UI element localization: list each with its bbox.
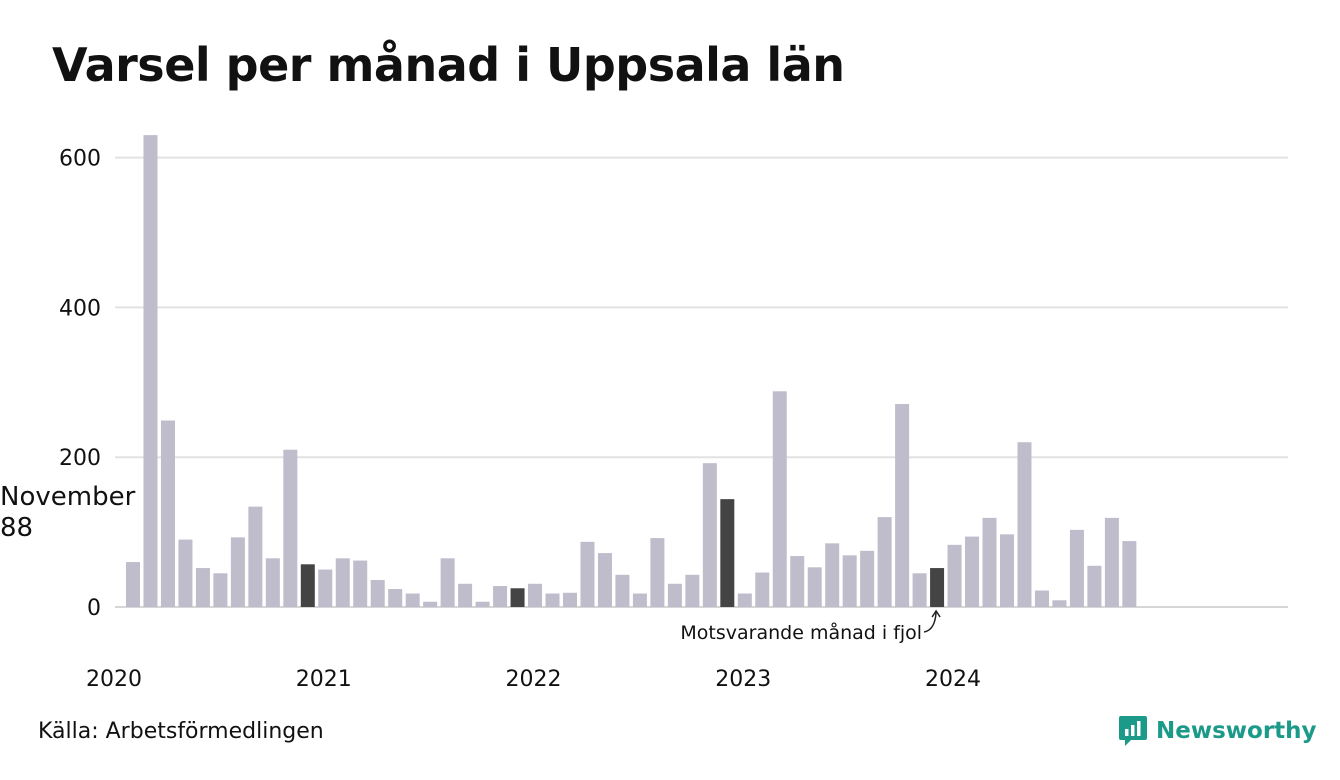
previous-year-arrow (923, 611, 937, 633)
previous-year-label: Motsvarande månad i fjol (680, 621, 922, 644)
bar (545, 593, 560, 607)
bar (563, 592, 577, 607)
y-tick-label: 400 (59, 296, 101, 321)
bar (930, 568, 945, 607)
x-tick-label: 2023 (715, 667, 771, 692)
bar (248, 506, 263, 607)
bar (283, 449, 298, 607)
bar (877, 517, 892, 607)
bar-chart: 0 200 400 600 2020 2021 2022 2023 2024 November… (0, 135, 1288, 692)
bar (947, 544, 962, 607)
bar (1087, 565, 1102, 607)
bar (1104, 517, 1119, 607)
bar (772, 391, 787, 607)
bar (597, 553, 612, 607)
bar (143, 135, 158, 607)
bar (1069, 529, 1084, 607)
bar (195, 568, 210, 607)
bar (475, 601, 490, 607)
current-month-value: 88 (0, 513, 33, 543)
bar (265, 558, 280, 607)
x-tick-label: 2021 (296, 667, 352, 692)
bar (335, 558, 350, 607)
bar (510, 588, 525, 607)
x-tick-label: 2024 (925, 667, 981, 692)
bar (615, 574, 630, 607)
bar (580, 541, 595, 607)
bar (702, 463, 717, 607)
bar (912, 573, 927, 607)
bar (318, 569, 333, 607)
bar (650, 538, 665, 607)
chart-title: Varsel per månad i Uppsala län (52, 38, 845, 92)
bar (230, 537, 245, 607)
bar (160, 420, 175, 607)
bar (632, 593, 647, 607)
brand-name: Newsworthy (1156, 718, 1317, 744)
bar (178, 539, 193, 607)
bar (370, 580, 385, 607)
current-month-label: November (0, 482, 136, 512)
y-tick-label: 600 (59, 147, 101, 172)
bar (860, 550, 875, 607)
bar (440, 558, 455, 607)
x-axis-labels: 2020 2021 2022 2023 2024 (86, 667, 981, 692)
bar (300, 564, 315, 607)
newsworthy-logo-icon (1119, 716, 1147, 746)
bar (1122, 541, 1137, 607)
bar (842, 555, 857, 607)
bar (685, 574, 700, 607)
x-tick-label: 2022 (506, 667, 562, 692)
bar (1034, 590, 1049, 607)
bar (825, 543, 840, 607)
source-note: Källa: Arbetsförmedlingen (38, 719, 324, 744)
y-tick-label: 0 (87, 596, 101, 621)
bar (755, 572, 770, 607)
bar (458, 583, 473, 607)
bar (126, 562, 140, 607)
bar (493, 586, 508, 607)
bar (965, 536, 980, 607)
bar (353, 560, 368, 607)
y-axis-ticks: 0 200 400 600 (59, 147, 101, 621)
bar (405, 593, 420, 607)
bar (737, 593, 752, 607)
bar (1052, 600, 1067, 607)
previous-year-arrowhead (931, 609, 941, 618)
bar (1017, 442, 1032, 607)
bar (790, 556, 805, 607)
bar (720, 499, 735, 607)
bar (423, 601, 438, 607)
y-tick-label: 200 (59, 446, 101, 471)
bar (667, 583, 682, 607)
bar (213, 573, 228, 607)
bar (895, 404, 910, 607)
bar (807, 567, 822, 607)
x-tick-label: 2020 (86, 667, 142, 692)
brand-logo[interactable]: Newsworthy (1118, 714, 1317, 748)
bar (982, 517, 997, 607)
bars (126, 135, 1137, 607)
bar (528, 583, 543, 607)
bar (1000, 534, 1014, 607)
bar (388, 589, 403, 607)
